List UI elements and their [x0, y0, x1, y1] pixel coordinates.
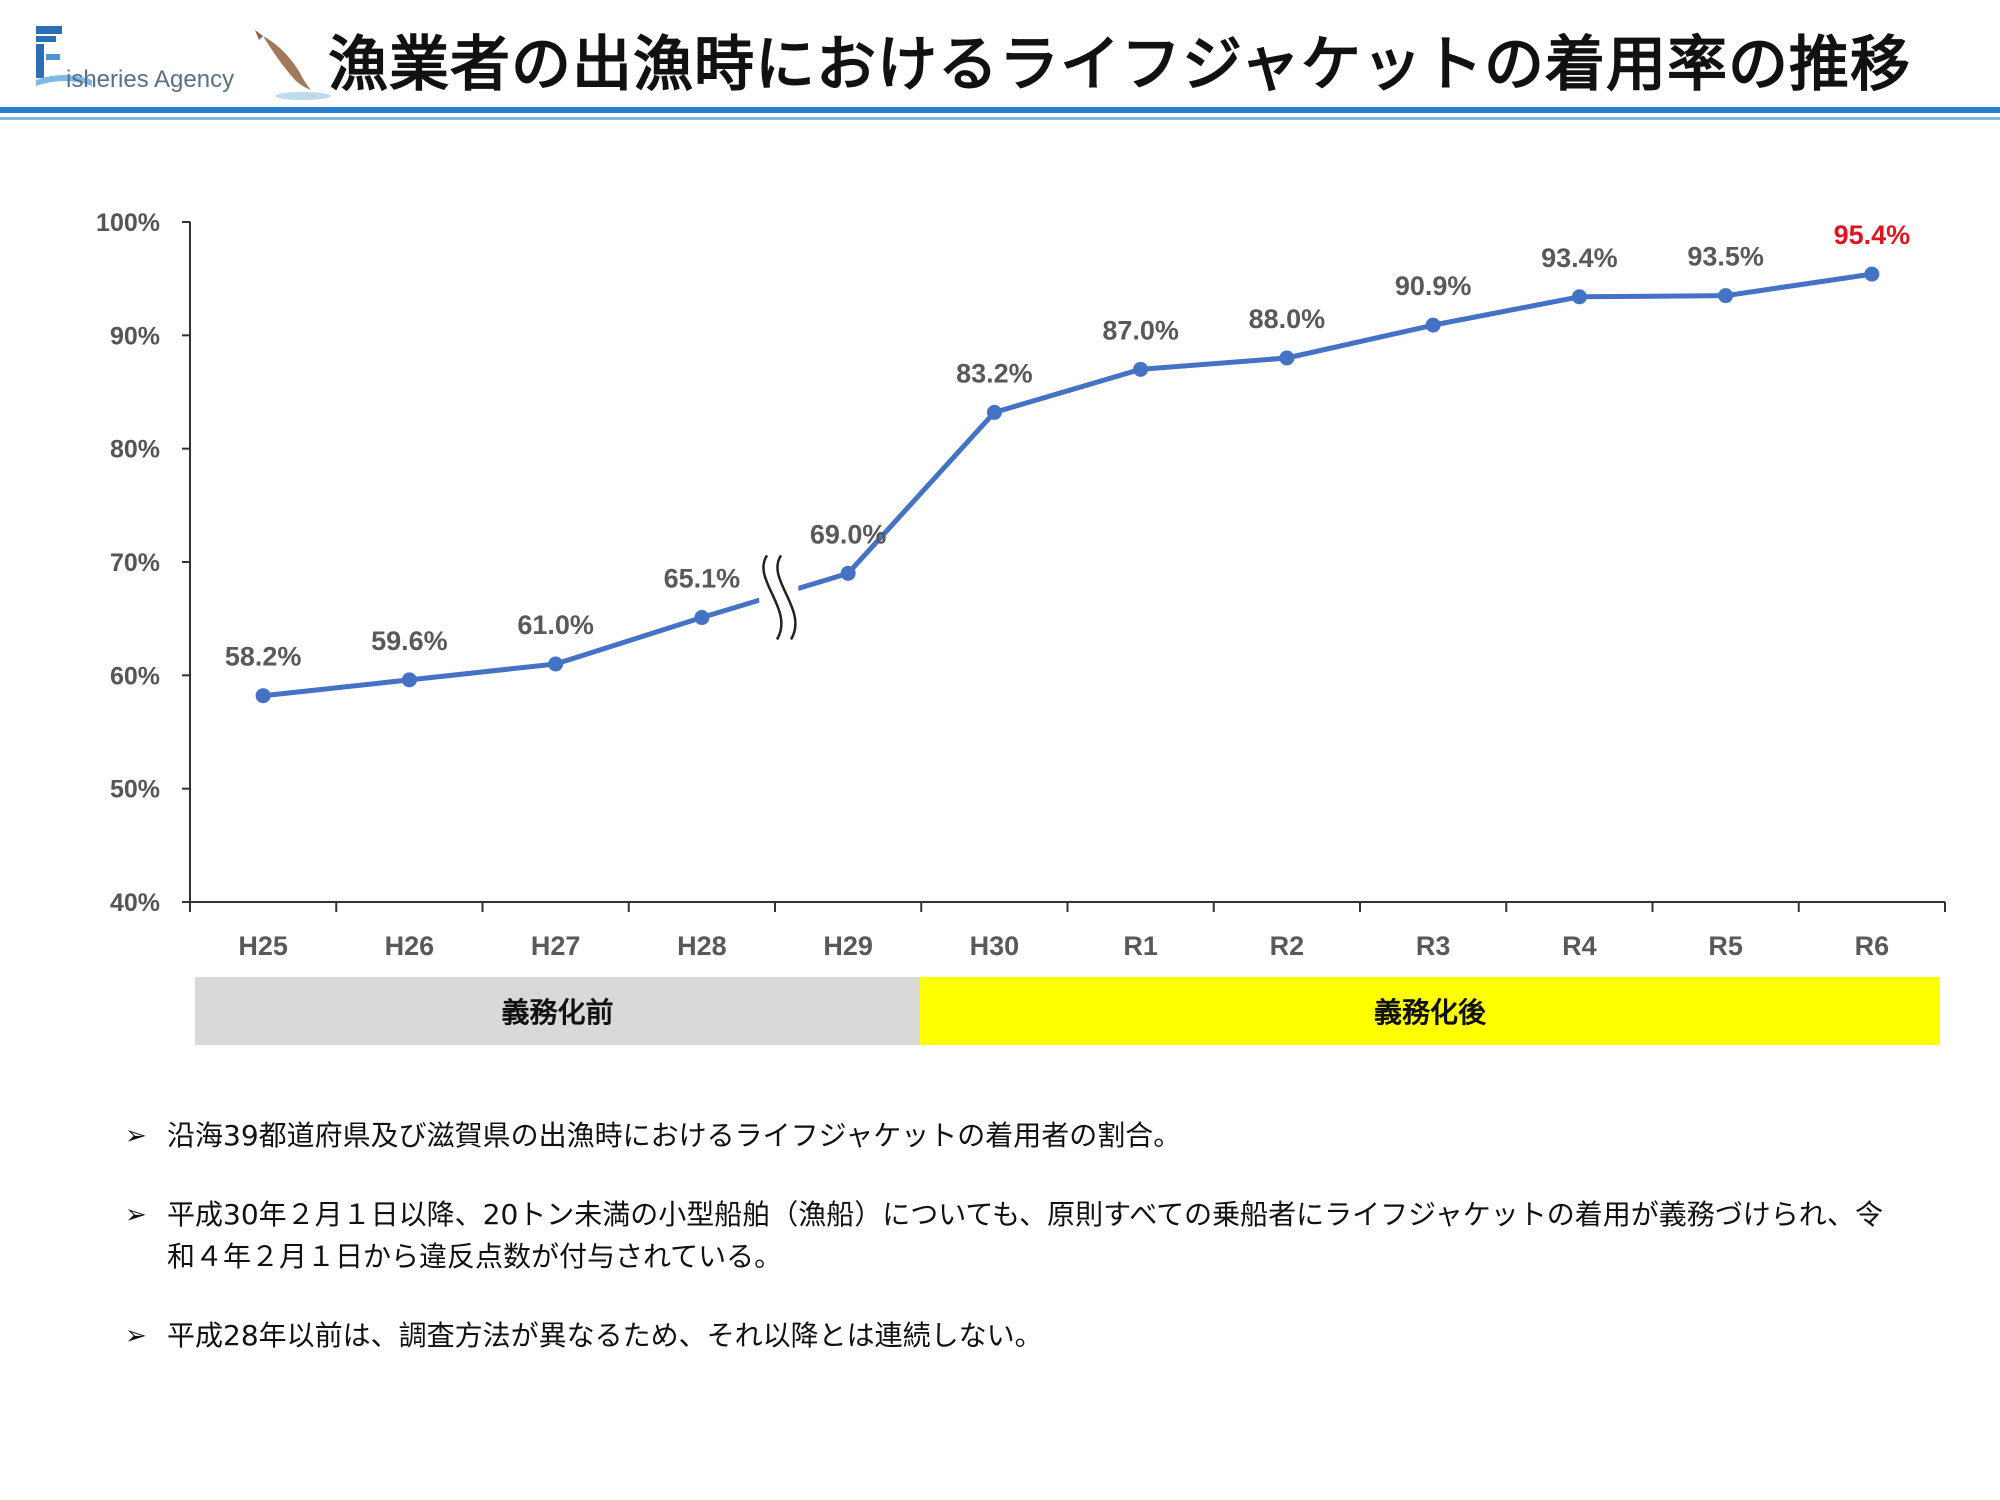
wear-rate-line-chart: 40% 50% 60% 70% 80% 90% 100% H25 H26 H27 H28 H29 H3… — [96, 209, 1946, 961]
note-text: 平成28年以前は、調査方法が異なるため、それ以降とは連続しない。 — [167, 1319, 1043, 1352]
x-tick-label: H30 — [970, 931, 1020, 961]
slide-header: isheries Agency 漁業者の出漁時におけるライフジャケットの着用率の… — [0, 0, 2000, 125]
logo-text: isheries Agency — [66, 66, 235, 93]
data-label: 95.4% — [1834, 220, 1911, 250]
x-tick-label: H25 — [238, 931, 288, 961]
data-label: 59.6% — [371, 626, 448, 656]
note-text: 平成30年２月１日以降、20トン未満の小型船舶（漁船）についても、原則すべての乗… — [167, 1198, 1883, 1273]
x-tick-label: H29 — [823, 931, 873, 961]
x-tick-label: H27 — [531, 931, 581, 961]
series-polyline — [262, 271, 1873, 699]
y-tick-label: 100% — [96, 209, 160, 237]
x-tick-label: R3 — [1416, 931, 1451, 961]
y-tick-label: 40% — [110, 889, 160, 917]
arrowhead-bullet-icon: ➢ — [125, 1321, 147, 1351]
y-axis: 40% 50% 60% 70% 80% 90% 100% — [96, 209, 191, 917]
break-gap — [755, 539, 803, 656]
data-label: 90.9% — [1395, 271, 1472, 301]
break-line — [776, 554, 797, 641]
arrowhead-bullet-icon: ➢ — [125, 1121, 147, 1151]
x-tick-label: R2 — [1270, 931, 1305, 961]
data-label: 69.0% — [810, 519, 887, 549]
x-tick-label: R6 — [1855, 931, 1890, 961]
note-text: 沿海39都道府県及び滋賀県の出漁時におけるライフジャケットの着用者の割合。 — [167, 1119, 1182, 1152]
data-point — [548, 656, 564, 672]
note-item: ➢ 平成30年２月１日以降、20トン未満の小型船舶（漁船）についても、原則すべて… — [125, 1194, 1905, 1278]
y-tick-label: 70% — [110, 549, 160, 577]
x-tick-label: H28 — [677, 931, 727, 961]
data-label: 83.2% — [956, 358, 1033, 388]
data-point — [255, 688, 271, 704]
data-point — [1279, 350, 1295, 366]
header-rule — [0, 107, 2000, 113]
agency-emblem-icon — [36, 26, 92, 86]
x-axis: H25 H26 H27 H28 H29 H30 R1 R2 R3 R4 R5 R6 — [189, 901, 1946, 961]
fisheries-agency-logo: isheries Agency — [30, 18, 331, 103]
data-point — [986, 404, 1002, 420]
axis-break-icon — [755, 539, 803, 656]
data-point — [1571, 289, 1587, 305]
data-label: 93.5% — [1687, 242, 1764, 272]
x-tick-label: R5 — [1708, 931, 1743, 961]
data-point — [694, 610, 710, 626]
data-label: 93.4% — [1541, 243, 1618, 273]
notes-list: ➢ 沿海39都道府県及び滋賀県の出漁時におけるライフジャケットの着用者の割合。 … — [125, 1115, 1905, 1394]
data-label: 65.1% — [664, 564, 741, 594]
data-label: 61.0% — [517, 610, 594, 640]
data-point — [1718, 288, 1734, 304]
x-tick-label: R4 — [1562, 931, 1597, 961]
y-tick-label: 60% — [110, 662, 160, 690]
arrowhead-bullet-icon: ➢ — [125, 1200, 147, 1230]
data-point — [401, 672, 417, 688]
period-before-band: 義務化前 — [195, 977, 920, 1045]
data-point — [1864, 266, 1880, 282]
header-rule-thin — [0, 117, 2000, 120]
data-point — [1425, 317, 1441, 333]
data-labels: 58.2% 59.6% 61.0% 65.1% 69.0% 83.2% 87.0% 88.0%… — [225, 220, 1910, 672]
data-point — [840, 565, 856, 581]
note-item: ➢ 平成28年以前は、調査方法が異なるため、それ以降とは連続しない。 — [125, 1315, 1905, 1357]
y-tick-label: 50% — [110, 776, 160, 804]
data-point — [1133, 361, 1149, 377]
y-tick-label: 80% — [110, 436, 160, 464]
period-after-band: 義務化後 — [920, 977, 1940, 1045]
note-item: ➢ 沿海39都道府県及び滋賀県の出漁時におけるライフジャケットの着用者の割合。 — [125, 1115, 1905, 1157]
data-label: 87.0% — [1102, 315, 1179, 345]
x-tick-label: R1 — [1123, 931, 1158, 961]
data-label: 58.2% — [225, 642, 302, 672]
data-label: 88.0% — [1249, 304, 1326, 334]
x-tick-label: H26 — [385, 931, 435, 961]
series-line — [255, 266, 1880, 704]
y-tick-label: 90% — [110, 322, 160, 350]
fish-icon — [255, 30, 331, 100]
break-line — [762, 554, 783, 641]
page-title: 漁業者の出漁時におけるライフジャケットの着用率の推移 — [328, 30, 1911, 100]
